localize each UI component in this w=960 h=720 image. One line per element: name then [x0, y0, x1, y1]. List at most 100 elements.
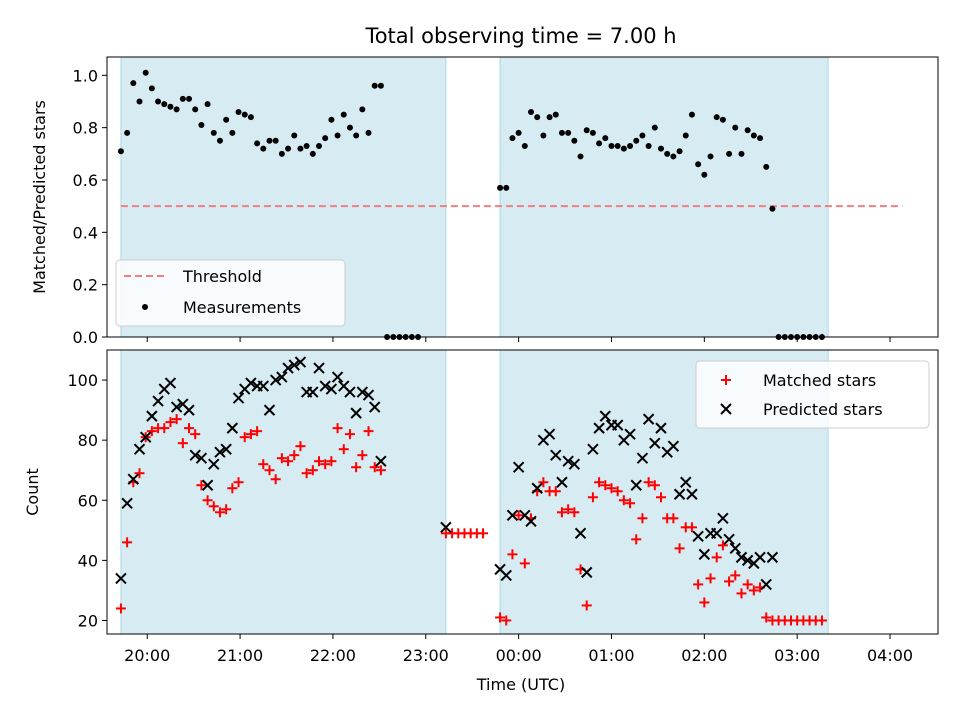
x-axis-label: Time (UTC)	[476, 675, 565, 694]
measurement-point	[371, 82, 378, 89]
measurement-point	[763, 163, 770, 170]
predicted-star-point	[440, 521, 452, 534]
measurement-point	[738, 150, 745, 157]
predicted-star-point	[307, 386, 319, 398]
predicted-star-point	[276, 371, 288, 383]
matched-star-point	[730, 570, 741, 581]
measurement-point	[229, 129, 236, 136]
measurement-point	[627, 142, 634, 149]
measurement-point	[676, 148, 683, 155]
measurement-point	[291, 132, 298, 139]
measurement-point	[639, 132, 646, 139]
predicted-star-point	[245, 377, 257, 389]
measurement-point	[173, 106, 180, 113]
predicted-star-point	[723, 533, 735, 546]
matched-star-point	[495, 612, 506, 623]
predicted-star-point	[319, 380, 331, 392]
measurement-point	[757, 135, 764, 142]
ratio-x-ticks	[146, 337, 891, 342]
predicted-star-point	[649, 437, 661, 449]
matched-star-point	[159, 423, 170, 434]
measurement-point	[664, 150, 671, 157]
predicted-star-point	[226, 422, 239, 434]
predicted-star-point	[214, 446, 226, 458]
predicted-star-point	[344, 386, 356, 398]
matched-star-point	[717, 540, 728, 551]
matched-star-point	[289, 450, 300, 461]
predicted-star-point	[220, 443, 232, 455]
measurement-point	[117, 148, 124, 155]
x-tick-label: 22:00	[310, 646, 356, 665]
matched-star-point	[295, 441, 306, 452]
measurement-point	[497, 184, 504, 191]
matched-star-point	[357, 450, 368, 461]
predicted-star-point	[294, 356, 307, 368]
predicted-star-point	[500, 569, 512, 582]
measurement-point	[167, 103, 174, 110]
predicted-star-point	[568, 458, 581, 470]
matched-star-point	[478, 528, 489, 539]
legend-box	[115, 259, 346, 327]
matched-star-point	[643, 477, 654, 488]
predicted-star-point	[766, 551, 779, 564]
predicted-star-point	[611, 419, 624, 431]
predicted-star-point	[189, 449, 201, 461]
ratio-y-axis-label: Matched/Predicted stars	[30, 100, 49, 294]
predicted-star-point	[288, 359, 300, 371]
measurement-point	[688, 111, 695, 118]
predicted-star-point	[655, 422, 667, 434]
count-legend: Matched stars Predicted stars	[695, 360, 930, 429]
measurement-point	[620, 145, 627, 152]
measurement-point	[285, 145, 292, 152]
measurement-point	[241, 111, 248, 118]
measurement-point	[192, 106, 199, 113]
matched-star-point	[656, 492, 666, 503]
ratio-legend: Threshold Measurements	[115, 259, 346, 327]
measurement-point	[726, 150, 733, 157]
predicted-star-point	[263, 404, 276, 416]
matched-star-point	[761, 612, 772, 623]
predicted-star-point	[146, 410, 158, 422]
measurement-point	[571, 137, 578, 144]
measurement-point	[565, 129, 572, 136]
matched-star-point	[674, 543, 685, 554]
measurement-point	[334, 132, 341, 139]
measurement-point	[124, 129, 131, 136]
matched-star-point	[587, 492, 598, 503]
predicted-star-point	[760, 578, 772, 591]
predicted-star-point	[232, 392, 245, 404]
matched-star-point	[171, 414, 182, 425]
matched-star-point	[618, 495, 629, 506]
predicted-star-point	[195, 452, 208, 464]
matched-star-point	[326, 456, 337, 467]
predicted-star-point	[506, 509, 519, 521]
y-tick-label: 40	[78, 551, 98, 570]
count-y-axis-label: Count	[23, 468, 42, 516]
matched-star-point	[190, 429, 201, 440]
matched-star-point	[600, 480, 611, 491]
measurement-point	[658, 145, 664, 152]
y-tick-label: 0.8	[73, 119, 98, 138]
measurement-point	[365, 129, 372, 136]
count-series	[115, 356, 827, 626]
matched-star-point	[338, 444, 349, 455]
y-tick-label: 1.0	[73, 66, 98, 85]
predicted-star-point	[735, 551, 748, 564]
legend-measurement-swatch	[142, 304, 148, 310]
chart-title: Total observing time = 7.00 h	[364, 24, 676, 48]
measurement-point	[316, 142, 323, 149]
predicted-star-point	[170, 401, 183, 413]
measurement-point	[260, 145, 267, 152]
predicted-star-point	[587, 443, 599, 455]
measurement-point	[540, 132, 547, 139]
predicted-star-point	[139, 431, 152, 443]
matched-star-point	[270, 474, 281, 485]
measurement-point	[521, 142, 528, 149]
ratio-axes-frame	[106, 56, 939, 338]
observing-window-2	[499, 56, 829, 338]
predicted-star-point	[512, 461, 525, 473]
x-tick-label: 00:00	[496, 646, 542, 665]
measurement-point	[750, 132, 757, 139]
predicted-star-point	[325, 383, 338, 395]
